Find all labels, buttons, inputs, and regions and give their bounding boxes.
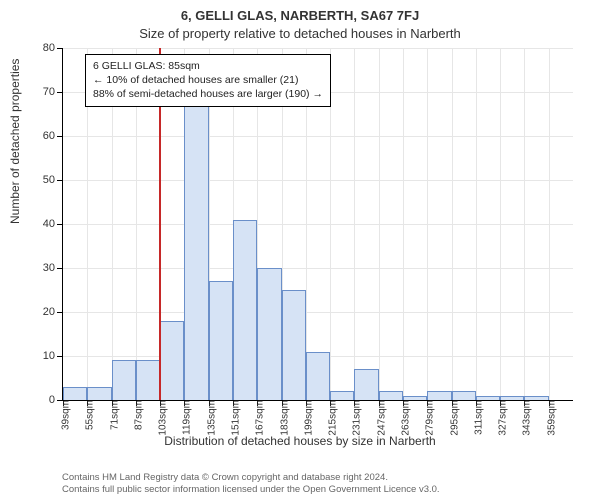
x-tick-label: 327sqm	[492, 400, 509, 436]
gridline-v	[403, 48, 404, 400]
y-tick-label: 50	[43, 174, 63, 186]
x-tick-label: 151sqm	[225, 400, 242, 436]
gridline-h	[63, 180, 573, 181]
x-tick-label: 247sqm	[370, 400, 387, 436]
gridline-v	[354, 48, 355, 400]
x-tick-label: 103sqm	[152, 400, 169, 436]
y-tick-label: 80	[43, 42, 63, 54]
histogram-bar	[257, 268, 281, 400]
gridline-h	[63, 48, 573, 49]
y-tick-label: 20	[43, 306, 63, 318]
histogram-bar	[306, 352, 330, 400]
x-tick-label: 183sqm	[273, 400, 290, 436]
histogram-bar	[500, 396, 524, 400]
x-tick-label: 343sqm	[516, 400, 533, 436]
histogram-bar	[112, 360, 136, 400]
x-tick-label: 119sqm	[176, 400, 193, 435]
annotation-box: 6 GELLI GLAS: 85sqm← 10% of detached hou…	[85, 54, 331, 107]
x-tick-label: 231sqm	[346, 400, 363, 436]
chart-title-main: 6, GELLI GLAS, NARBERTH, SA67 7FJ	[0, 8, 600, 23]
x-tick-label: 167sqm	[249, 400, 266, 436]
histogram-bar	[136, 360, 160, 400]
histogram-bar	[233, 220, 257, 400]
histogram-bar	[209, 281, 233, 400]
gridline-h	[63, 268, 573, 269]
gridline-v	[500, 48, 501, 400]
plot-area: 0102030405060708039sqm55sqm71sqm87sqm103…	[62, 48, 573, 401]
histogram-bar	[354, 369, 378, 400]
x-tick-label: 55sqm	[79, 400, 96, 430]
footer-line-1: Contains HM Land Registry data © Crown c…	[62, 472, 440, 484]
x-tick-label: 295sqm	[443, 400, 460, 436]
footer-text: Contains HM Land Registry data © Crown c…	[62, 472, 440, 496]
histogram-bar	[452, 391, 476, 400]
y-tick-label: 30	[43, 262, 63, 274]
footer-line-2: Contains full public sector information …	[62, 484, 440, 496]
histogram-bar	[403, 396, 427, 400]
gridline-v	[452, 48, 453, 400]
histogram-bar	[87, 387, 111, 400]
y-tick-label: 10	[43, 350, 63, 362]
x-axis-label: Distribution of detached houses by size …	[0, 434, 600, 448]
x-tick-label: 279sqm	[419, 400, 436, 436]
gridline-v	[427, 48, 428, 400]
histogram-bar	[524, 396, 548, 400]
x-tick-label: 71sqm	[103, 400, 120, 430]
x-tick-label: 39sqm	[55, 400, 72, 430]
histogram-bar	[379, 391, 403, 400]
gridline-v	[549, 48, 550, 400]
annotation-line: 6 GELLI GLAS: 85sqm	[93, 59, 323, 73]
gridline-h	[63, 312, 573, 313]
histogram-bar	[330, 391, 354, 400]
x-tick-label: 135sqm	[200, 400, 217, 436]
x-tick-label: 215sqm	[322, 400, 339, 436]
histogram-bar	[184, 105, 208, 400]
gridline-v	[379, 48, 380, 400]
gridline-h	[63, 136, 573, 137]
x-tick-label: 199sqm	[297, 400, 314, 436]
histogram-bar	[427, 391, 451, 400]
y-tick-label: 40	[43, 218, 63, 230]
x-tick-label: 263sqm	[395, 400, 412, 436]
gridline-h	[63, 224, 573, 225]
histogram-bar	[160, 321, 184, 400]
annotation-line: ← 10% of detached houses are smaller (21…	[93, 73, 323, 87]
y-tick-label: 60	[43, 130, 63, 142]
histogram-bar	[282, 290, 306, 400]
x-tick-label: 311sqm	[467, 400, 484, 435]
chart-title-sub: Size of property relative to detached ho…	[0, 26, 600, 41]
y-axis-label: Number of detached properties	[8, 59, 22, 224]
gridline-v	[524, 48, 525, 400]
histogram-bar	[63, 387, 87, 400]
y-tick-label: 70	[43, 86, 63, 98]
x-tick-label: 87sqm	[127, 400, 144, 430]
gridline-v	[476, 48, 477, 400]
annotation-line: 88% of semi-detached houses are larger (…	[93, 87, 323, 101]
histogram-bar	[476, 396, 500, 400]
x-tick-label: 359sqm	[540, 400, 557, 436]
